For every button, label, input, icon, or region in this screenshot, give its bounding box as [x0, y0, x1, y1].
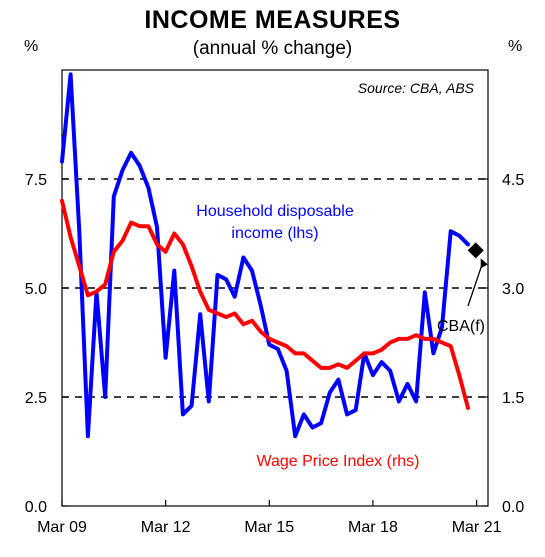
- right-tick-label-1: 1.5: [502, 390, 524, 407]
- forecast-label: CBA(f): [437, 318, 485, 335]
- right-tick-label-0: 0.0: [502, 499, 524, 516]
- left-tick-label-2: 5.0: [25, 281, 47, 298]
- right-tick-label-2: 3.0: [502, 281, 524, 298]
- x-tick-label-1: Mar 12: [141, 519, 191, 536]
- chart-subtitle: (annual % change): [192, 38, 353, 59]
- x-tick-label-2: Mar 15: [244, 519, 294, 536]
- left-tick-label-3: 7.5: [25, 172, 47, 189]
- forecast-arrow-head: [480, 258, 488, 269]
- left-axis-unit: %: [24, 38, 39, 55]
- x-tick-label-0: Mar 09: [37, 519, 87, 536]
- series-line-wage-price-index: [60, 198, 470, 410]
- series-label-household-line-2: income (lhs): [231, 225, 318, 242]
- forecast-arrow-line: [467, 262, 484, 307]
- source-note: Source: CBA, ABS: [358, 80, 475, 96]
- series-label-wage-price-index: Wage Price Index (rhs): [256, 453, 419, 470]
- x-tick-label-3: Mar 18: [348, 519, 398, 536]
- series-line-household-disposable-income: [60, 72, 470, 439]
- right-axis-unit: %: [508, 38, 523, 55]
- forecast-diamond-marker: [467, 242, 484, 259]
- left-tick-label-1: 2.5: [25, 390, 47, 407]
- series-label-household-line-1: Household disposable: [196, 203, 354, 220]
- chart-title: INCOME MEASURES: [144, 6, 401, 34]
- right-tick-label-3: 4.5: [502, 172, 524, 189]
- left-tick-label-0: 0.0: [25, 499, 47, 516]
- x-tick-label-4: Mar 21: [452, 519, 502, 536]
